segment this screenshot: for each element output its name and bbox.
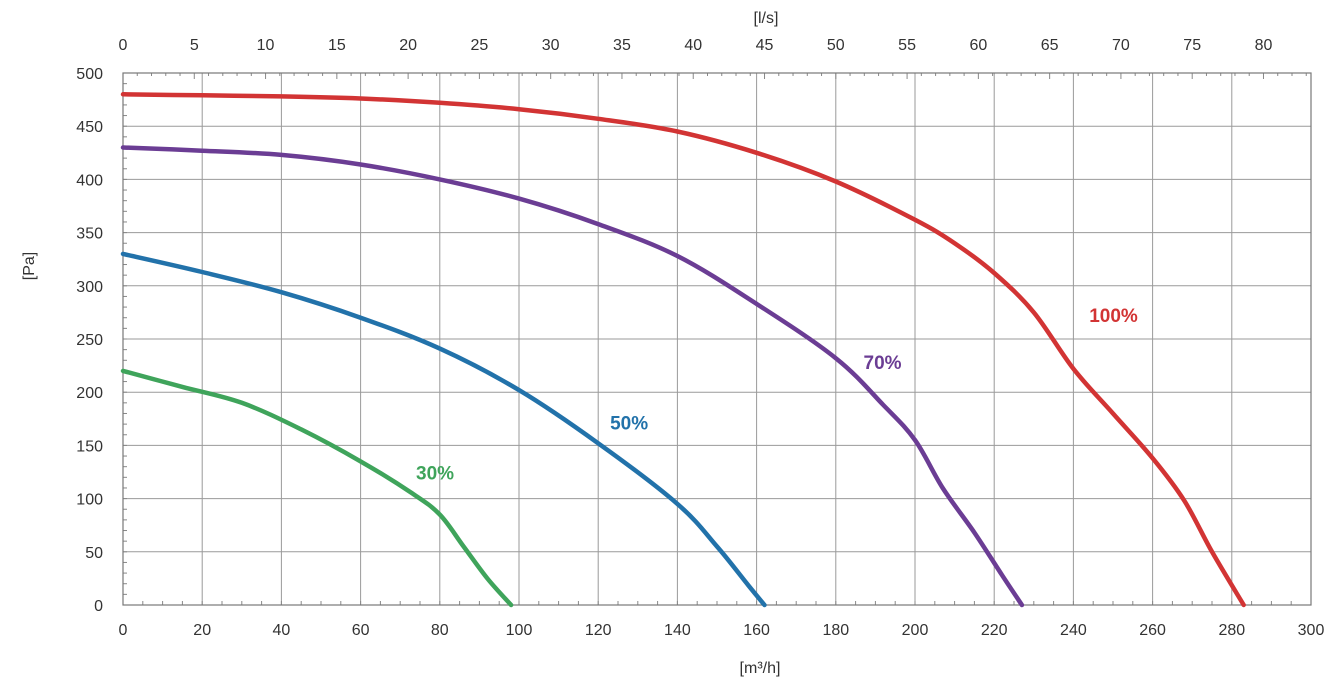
x-tick-label: 180: [822, 622, 849, 639]
top-tick-label: 55: [898, 37, 916, 54]
top-tick-label: 10: [257, 37, 275, 54]
top-axis-title: [l/s]: [754, 10, 779, 27]
x-tick-label: 80: [431, 622, 449, 639]
y-tick-label: 300: [76, 279, 103, 296]
series-label-50pct: 50%: [610, 413, 648, 434]
x-tick-label: 240: [1060, 622, 1087, 639]
minor-ticks: [122, 72, 1312, 606]
top-tick-label: 80: [1255, 37, 1273, 54]
y-axis-title: [Pa]: [21, 252, 38, 280]
top-tick-label: 50: [827, 37, 845, 54]
top-tick-label: 40: [684, 37, 702, 54]
x-tick-label: 100: [506, 622, 533, 639]
series-line-100pct: [120, 92, 1246, 608]
y-tick-label: 350: [76, 226, 103, 243]
x-tick-label: 20: [193, 622, 211, 639]
top-tick-label: 20: [399, 37, 417, 54]
plot-frame: [122, 72, 1312, 606]
top-tick-label: 15: [328, 37, 346, 54]
x-tick-label: 200: [902, 622, 929, 639]
top-tick-label: 30: [542, 37, 560, 54]
series-label-70pct: 70%: [864, 353, 902, 374]
x-axis-ticks: 0 20 40 60 80 100 120 140 160 180 200 220 240 260 280 3…: [119, 622, 1325, 639]
top-tick-label: 65: [1041, 37, 1059, 54]
series-labels: 30% 50% 70% 100%: [416, 306, 1138, 484]
series-label-100pct: 100%: [1089, 306, 1138, 327]
y-tick-label: 150: [76, 438, 103, 455]
top-tick-label: 5: [190, 37, 199, 54]
top-tick-label: 75: [1183, 37, 1201, 54]
y-tick-label: 200: [76, 385, 103, 402]
x-tick-label: 140: [664, 622, 691, 639]
x-tick-label: 60: [352, 622, 370, 639]
x-tick-label: 220: [981, 622, 1008, 639]
x-tick-label: 0: [119, 622, 128, 639]
top-tick-label: 25: [471, 37, 489, 54]
x-tick-label: 260: [1139, 622, 1166, 639]
x-axis-title: [m³/h]: [740, 660, 781, 677]
y-tick-label: 100: [76, 492, 103, 509]
x-tick-label: 120: [585, 622, 612, 639]
series-line-30pct: [120, 368, 514, 608]
x-tick-label: 160: [743, 622, 770, 639]
y-tick-label: 0: [94, 598, 103, 615]
series-line-70pct: [120, 145, 1025, 608]
top-tick-label: 60: [969, 37, 987, 54]
grid: [122, 72, 1312, 606]
top-tick-label: 35: [613, 37, 631, 54]
y-tick-label: 250: [76, 332, 103, 349]
series-line-50pct: [120, 251, 767, 608]
y-tick-label: 500: [76, 66, 103, 83]
y-tick-label: 50: [85, 545, 103, 562]
series-label-30pct: 30%: [416, 463, 454, 484]
x-tick-label: 300: [1298, 622, 1325, 639]
y-tick-label: 450: [76, 119, 103, 136]
top-tick-label: 70: [1112, 37, 1130, 54]
top-axis-ticks: 0 5 10 15 20 25 30 35 40 45 50 55 60 65 70 75 80: [119, 37, 1273, 54]
y-tick-label: 400: [76, 172, 103, 189]
top-tick-label: 45: [756, 37, 774, 54]
x-tick-label: 40: [273, 622, 291, 639]
series-lines: [120, 92, 1246, 608]
y-axis-ticks: 0 50 100 150 200 250 300 350 400 450 500: [76, 66, 103, 615]
x-tick-label: 280: [1218, 622, 1245, 639]
top-tick-label: 0: [119, 37, 128, 54]
